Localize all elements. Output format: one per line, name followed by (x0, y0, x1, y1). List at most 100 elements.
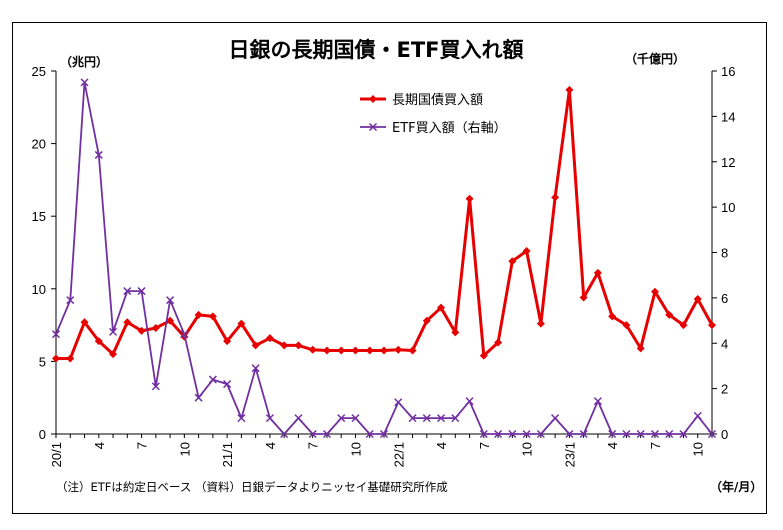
series-1-point (322, 346, 331, 355)
series-2-point (194, 393, 203, 402)
series-2-point (166, 296, 175, 305)
series-1-point (166, 316, 175, 325)
series-2-point (551, 414, 560, 423)
series-1-point (280, 341, 289, 350)
x-tick-label: 4 (263, 442, 278, 449)
series-1-point (494, 338, 503, 347)
series-2-point (622, 429, 631, 439)
series-1-point (223, 337, 232, 346)
series-2-point (593, 397, 602, 406)
series-1-point (394, 345, 403, 354)
series-2-point (180, 330, 189, 339)
series-2-point (322, 429, 331, 439)
series-2-point (379, 429, 389, 439)
series-1-point (622, 321, 631, 330)
series-2-point (151, 382, 160, 391)
legend: 長期国債買入額 ETF買入額（右軸） (360, 93, 507, 136)
series-1-point (380, 346, 388, 355)
x-tick-label: 4 (92, 442, 107, 449)
legend-label: 長期国債買入額 (392, 93, 483, 108)
legend-label: ETF買入額（右軸） (392, 121, 507, 136)
series-2-point (394, 398, 403, 407)
series-2-point (451, 414, 460, 423)
series-2-point (337, 414, 346, 423)
series-2-point (123, 287, 132, 296)
series-1-point (437, 303, 446, 312)
x-tick-label: 20/1 (49, 442, 64, 467)
series-2-point (522, 429, 531, 439)
series-1-point (194, 310, 203, 319)
x-tick-label: 7 (306, 442, 321, 449)
series-2-point (650, 429, 659, 439)
series-2-point (308, 429, 317, 439)
x-axis-unit: （年/月） (710, 479, 762, 494)
series-1-point (693, 294, 702, 303)
right-y-tick-label: 0 (721, 427, 728, 442)
series-1-point (579, 293, 588, 302)
right-y-tick-label: 10 (721, 200, 735, 215)
series-1-point (451, 328, 460, 337)
series-1-point (52, 354, 60, 363)
right-y-tick-label: 12 (721, 155, 735, 170)
series-2-point (66, 296, 75, 305)
series-2-point (494, 429, 503, 439)
series-2-point (565, 429, 574, 439)
series-2-point (265, 414, 274, 423)
series-2-point (465, 397, 474, 406)
series-2-point (351, 414, 360, 423)
series-1-point (337, 346, 346, 355)
legend-marker (368, 122, 378, 132)
x-tick-label: 22/1 (391, 442, 406, 467)
x-tick-label: 10 (520, 442, 535, 456)
series-2-point (693, 411, 702, 420)
series-2-point (536, 429, 545, 439)
series-1-point (251, 341, 260, 350)
x-tick-label: 10 (691, 442, 706, 456)
series-1-point (551, 193, 560, 202)
series-2-point (408, 414, 417, 423)
series-2-point (508, 429, 517, 439)
series-1-point (608, 312, 617, 321)
series-1-point (665, 310, 674, 319)
series-1-point (408, 346, 417, 355)
chart-frame (12, 22, 767, 514)
right-y-tick-label: 4 (721, 336, 728, 351)
series-1-point (351, 346, 360, 355)
series-2-point (665, 429, 674, 439)
left-y-tick-label: 0 (39, 427, 46, 442)
series-1-point (565, 85, 574, 94)
series-1-point (294, 341, 303, 350)
series-2-point (479, 429, 488, 439)
series-2-point (437, 414, 446, 423)
x-tick-label: 7 (135, 442, 150, 449)
series-2-point (707, 429, 717, 439)
x-tick-label: 7 (477, 442, 492, 449)
series-1-point (237, 319, 246, 328)
series-2-point (280, 429, 289, 439)
series-1-point (508, 257, 517, 266)
source-note: （注）ETFは約定日ベース （資料）日銀データよりニッセイ基礎研究所作成 (56, 480, 448, 494)
x-tick-label: 10 (177, 442, 192, 456)
series-2-point (579, 429, 588, 439)
series-2-point (422, 414, 431, 423)
left-y-tick-label: 15 (32, 209, 46, 224)
series-2-point (223, 380, 232, 389)
series-2-point (80, 78, 89, 87)
x-tick-label: 23/1 (562, 442, 577, 467)
series-2-point (237, 414, 246, 423)
series-2-point (636, 429, 645, 439)
legend-marker (369, 95, 377, 103)
series-1-point (151, 324, 160, 333)
series-1-point (365, 346, 374, 355)
right-y-tick-label: 16 (721, 64, 735, 79)
series-1-point (308, 345, 317, 354)
series-1-point (109, 350, 118, 359)
left-y-tick-label: 20 (32, 137, 46, 152)
series-1-point (650, 287, 659, 296)
left-y-tick-label: 10 (32, 282, 46, 297)
series-1-point (137, 326, 146, 335)
series-1-point (479, 351, 488, 360)
series-1-point (708, 321, 716, 330)
right-y-tick-label: 8 (721, 246, 728, 261)
